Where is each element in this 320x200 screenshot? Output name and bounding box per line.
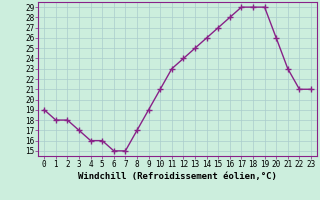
X-axis label: Windchill (Refroidissement éolien,°C): Windchill (Refroidissement éolien,°C) <box>78 172 277 181</box>
